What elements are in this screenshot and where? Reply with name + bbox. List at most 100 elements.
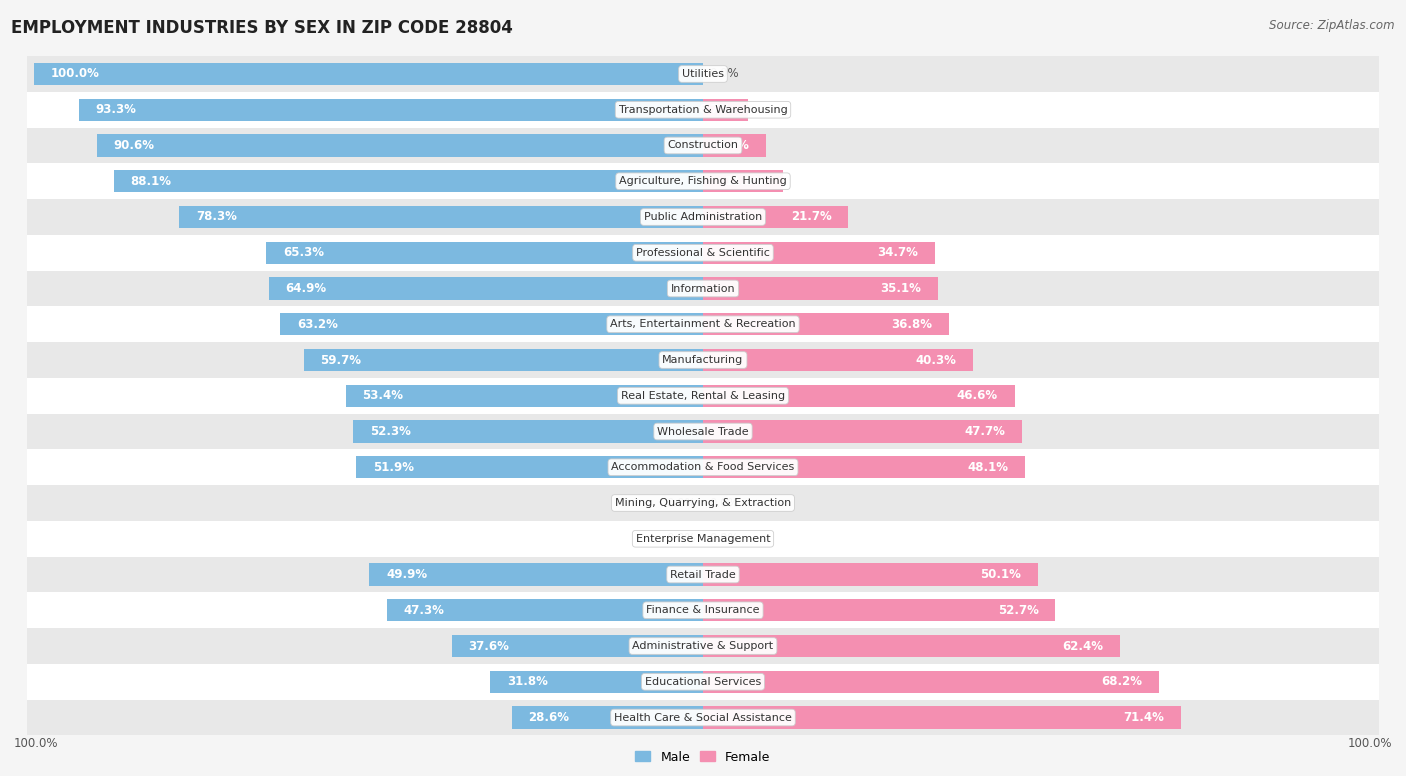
Bar: [703, 99, 748, 121]
Bar: [703, 241, 935, 264]
Text: 64.9%: 64.9%: [285, 282, 326, 295]
Bar: [34, 63, 703, 85]
Text: Wholesale Trade: Wholesale Trade: [657, 427, 749, 437]
Text: 6.7%: 6.7%: [699, 103, 731, 116]
Text: 50.1%: 50.1%: [980, 568, 1021, 581]
Text: Manufacturing: Manufacturing: [662, 355, 744, 365]
Text: 52.3%: 52.3%: [370, 425, 411, 438]
Bar: [28, 92, 1378, 127]
Text: Arts, Entertainment & Recreation: Arts, Entertainment & Recreation: [610, 319, 796, 329]
Text: Retail Trade: Retail Trade: [671, 570, 735, 580]
Text: 49.9%: 49.9%: [387, 568, 427, 581]
Bar: [703, 206, 848, 228]
Bar: [512, 706, 703, 729]
Text: Information: Information: [671, 283, 735, 293]
Bar: [703, 563, 1038, 586]
Legend: Male, Female: Male, Female: [630, 746, 776, 768]
Bar: [269, 277, 703, 300]
Text: 9.4%: 9.4%: [716, 139, 749, 152]
Text: 100.0%: 100.0%: [14, 737, 59, 750]
Text: 52.7%: 52.7%: [998, 604, 1039, 617]
Bar: [266, 241, 703, 264]
Bar: [703, 599, 1056, 622]
Text: 0.0%: 0.0%: [710, 532, 740, 546]
Bar: [703, 349, 973, 371]
Text: 68.2%: 68.2%: [1101, 675, 1143, 688]
Bar: [28, 378, 1378, 414]
Text: Enterprise Management: Enterprise Management: [636, 534, 770, 544]
Bar: [353, 421, 703, 442]
Bar: [180, 206, 703, 228]
Text: Accommodation & Food Services: Accommodation & Food Services: [612, 462, 794, 473]
Text: 100.0%: 100.0%: [51, 68, 100, 81]
Text: 90.6%: 90.6%: [114, 139, 155, 152]
Text: Utilities: Utilities: [682, 69, 724, 79]
Text: EMPLOYMENT INDUSTRIES BY SEX IN ZIP CODE 28804: EMPLOYMENT INDUSTRIES BY SEX IN ZIP CODE…: [11, 19, 513, 37]
Text: 71.4%: 71.4%: [1123, 711, 1164, 724]
Bar: [28, 235, 1378, 271]
Text: 11.9%: 11.9%: [725, 175, 766, 188]
Text: 88.1%: 88.1%: [131, 175, 172, 188]
Text: 0.0%: 0.0%: [710, 497, 740, 510]
Text: 34.7%: 34.7%: [877, 246, 918, 259]
Text: 93.3%: 93.3%: [96, 103, 136, 116]
Text: Administrative & Support: Administrative & Support: [633, 641, 773, 651]
Text: Health Care & Social Assistance: Health Care & Social Assistance: [614, 712, 792, 722]
Bar: [28, 700, 1378, 736]
Bar: [28, 521, 1378, 556]
Text: 28.6%: 28.6%: [529, 711, 569, 724]
Text: 46.6%: 46.6%: [957, 390, 998, 402]
Text: Professional & Scientific: Professional & Scientific: [636, 248, 770, 258]
Bar: [356, 456, 703, 478]
Text: 37.6%: 37.6%: [468, 639, 509, 653]
Text: 63.2%: 63.2%: [297, 317, 337, 331]
Bar: [703, 706, 1181, 729]
Text: 51.9%: 51.9%: [373, 461, 413, 474]
Text: Construction: Construction: [668, 140, 738, 151]
Bar: [28, 628, 1378, 664]
Bar: [703, 421, 1022, 442]
Text: 31.8%: 31.8%: [508, 675, 548, 688]
Text: 65.3%: 65.3%: [283, 246, 323, 259]
Bar: [28, 164, 1378, 199]
Bar: [28, 199, 1378, 235]
Text: 48.1%: 48.1%: [967, 461, 1008, 474]
Bar: [28, 271, 1378, 307]
Bar: [28, 307, 1378, 342]
Bar: [703, 385, 1015, 407]
Bar: [304, 349, 703, 371]
Text: Mining, Quarrying, & Extraction: Mining, Quarrying, & Extraction: [614, 498, 792, 508]
Bar: [703, 635, 1121, 657]
Text: Source: ZipAtlas.com: Source: ZipAtlas.com: [1270, 19, 1395, 33]
Bar: [387, 599, 703, 622]
Text: 40.3%: 40.3%: [915, 354, 956, 366]
Bar: [28, 592, 1378, 628]
Bar: [346, 385, 703, 407]
Bar: [28, 485, 1378, 521]
Bar: [28, 342, 1378, 378]
Text: 78.3%: 78.3%: [195, 210, 236, 223]
Bar: [703, 277, 938, 300]
Bar: [28, 556, 1378, 592]
Text: 36.8%: 36.8%: [891, 317, 932, 331]
Bar: [370, 563, 703, 586]
Text: 47.3%: 47.3%: [404, 604, 444, 617]
Text: Agriculture, Fishing & Hunting: Agriculture, Fishing & Hunting: [619, 176, 787, 186]
Bar: [28, 414, 1378, 449]
Text: Finance & Insurance: Finance & Insurance: [647, 605, 759, 615]
Bar: [280, 314, 703, 335]
Bar: [28, 449, 1378, 485]
Bar: [28, 56, 1378, 92]
Text: 59.7%: 59.7%: [321, 354, 361, 366]
Bar: [703, 134, 766, 157]
Text: Real Estate, Rental & Leasing: Real Estate, Rental & Leasing: [621, 391, 785, 400]
Text: 0.0%: 0.0%: [666, 497, 696, 510]
Bar: [28, 127, 1378, 164]
Bar: [114, 170, 703, 192]
Bar: [79, 99, 703, 121]
Text: Public Administration: Public Administration: [644, 212, 762, 222]
Text: 0.0%: 0.0%: [710, 68, 740, 81]
Bar: [97, 134, 703, 157]
Text: Transportation & Warehousing: Transportation & Warehousing: [619, 105, 787, 115]
Text: 21.7%: 21.7%: [790, 210, 831, 223]
